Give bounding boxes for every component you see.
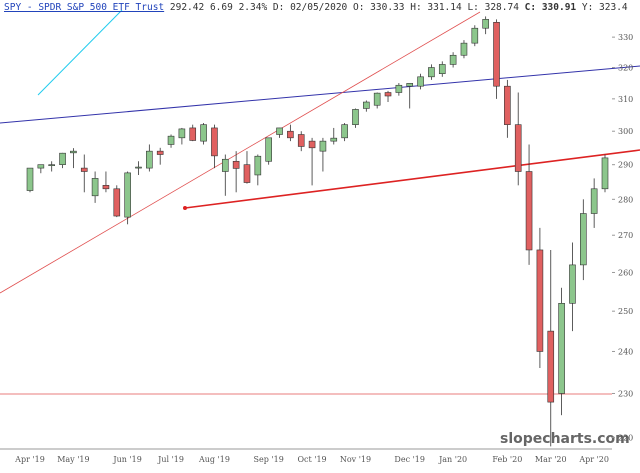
candle-body: [265, 137, 272, 162]
candle-body: [525, 171, 533, 251]
candle-body: [124, 172, 131, 218]
candle-body: [221, 158, 229, 172]
candle-body: [243, 164, 251, 183]
candle-body: [341, 124, 348, 139]
candle-body: [254, 155, 262, 176]
candle-body: [70, 150, 77, 154]
y-tick-label: 280: [618, 195, 633, 204]
quote-field: Y: 323.4: [581, 2, 628, 13]
quote-field: L: 328.74: [467, 2, 519, 13]
quote-field: 2.34%: [238, 2, 268, 13]
candle-body: [297, 134, 305, 147]
x-tick-label: Mar '20: [535, 455, 567, 464]
candle-body: [363, 101, 370, 109]
y-tick-label: 250: [618, 307, 633, 316]
candle-body: [547, 330, 555, 403]
candle-body: [48, 164, 55, 166]
quote-field: D: 02/05/2020: [272, 2, 348, 13]
quote-field: O: 330.33: [353, 2, 405, 13]
y-tick-label: 260: [618, 268, 633, 277]
candle-body: [80, 167, 88, 172]
trend-line: [37, 9, 123, 96]
y-tick-label: 320: [618, 64, 633, 73]
y-tick-label: 230: [618, 389, 633, 398]
candle-body: [601, 157, 609, 190]
x-tick-label: Aug '19: [198, 455, 230, 464]
quote-field: H: 331.14: [410, 2, 462, 13]
quote-field: 6.69: [209, 2, 233, 13]
x-tick-label: Jul '19: [157, 455, 184, 464]
candle-body: [308, 140, 316, 149]
x-tick-label: Feb '20: [492, 455, 522, 464]
candle-body: [276, 127, 283, 135]
candle-body: [200, 124, 207, 142]
candle-body: [406, 83, 414, 87]
trend-anchor: [183, 206, 187, 210]
y-tick-label: 290: [618, 161, 633, 170]
candle-body: [569, 264, 576, 304]
candle-body: [287, 130, 294, 139]
candle-body: [373, 92, 381, 106]
x-tick-label: Nov '19: [340, 455, 371, 464]
candle-body: [232, 160, 240, 169]
x-tick-label: Jan '20: [438, 455, 467, 464]
x-tick-label: Apr '19: [14, 455, 45, 464]
candle-body: [384, 92, 392, 97]
candle-body: [395, 84, 403, 93]
candle-body: [514, 124, 522, 172]
candle-body: [135, 166, 142, 169]
watermark: slopecharts.com: [500, 431, 630, 447]
candle-body: [59, 152, 66, 165]
x-tick-label: Dec '19: [394, 455, 425, 464]
candle-body: [460, 42, 468, 56]
candle-body: [428, 67, 435, 78]
trend-line: [0, 65, 640, 124]
trend-line: [184, 149, 640, 209]
candle-body: [319, 140, 327, 152]
candle-body: [590, 188, 598, 214]
candle-body: [580, 213, 587, 266]
candle-body: [113, 188, 121, 217]
candle-body: [471, 27, 479, 44]
candle-body: [330, 137, 338, 142]
candle-body: [449, 54, 457, 65]
candle-body: [26, 167, 34, 191]
y-tick-label: 310: [618, 95, 633, 104]
candle-body: [102, 185, 110, 190]
y-tick-label: 270: [618, 231, 633, 240]
quote-field: C: 330.91: [524, 2, 577, 13]
x-tick-label: Jun '19: [112, 455, 141, 464]
candle-body: [211, 127, 218, 157]
x-tick-label: Oct '19: [297, 455, 326, 464]
candle-body: [504, 85, 511, 125]
y-tick-label: 330: [618, 33, 633, 42]
candle-body: [438, 64, 446, 75]
x-tick-label: May '19: [57, 455, 89, 464]
y-tick-label: 300: [618, 127, 633, 136]
candle-body: [178, 128, 186, 139]
y-tick-label: 220: [618, 433, 633, 442]
symbol-link[interactable]: SPY - SPDR S&P 500 ETF Trust: [4, 2, 165, 13]
x-tick-label: Apr '20: [578, 455, 609, 464]
candle-body: [156, 150, 164, 155]
quote-header: SPY - SPDR S&P 500 ETF Trust 292.42 6.69…: [4, 2, 640, 13]
candle-body: [146, 150, 153, 169]
y-tick-label: 240: [618, 347, 633, 356]
quote-field: 292.42: [169, 2, 205, 13]
candle-body: [558, 303, 565, 394]
candle-body: [493, 21, 500, 87]
candle-body: [536, 249, 544, 352]
candle-body: [189, 127, 197, 141]
candle-body: [91, 178, 99, 197]
x-tick-label: Sep '19: [254, 455, 284, 464]
candle-body: [482, 19, 489, 29]
candle-body: [352, 109, 359, 125]
trend-line: [0, 11, 481, 294]
candle-body: [417, 76, 424, 87]
candle-body: [167, 135, 175, 145]
candle-body: [37, 164, 45, 169]
